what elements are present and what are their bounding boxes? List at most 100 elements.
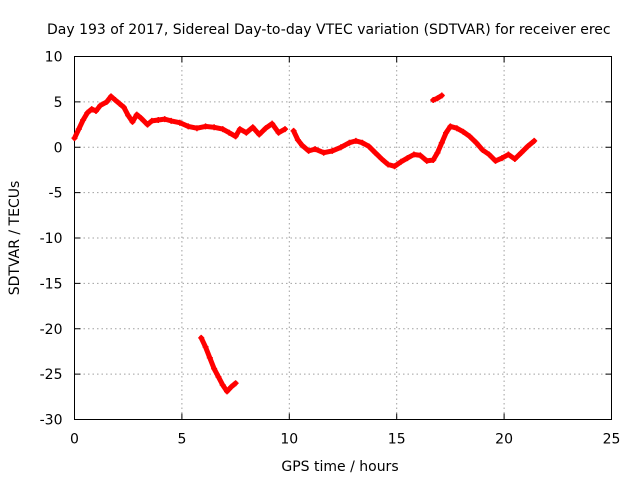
data-point [176, 119, 183, 126]
axis-ticks: 0 5 10 15 20 25 10 5 0 -5 -10 -15 -20 -25 -30 [40, 50, 621, 448]
data-point [198, 334, 205, 341]
data-point [202, 343, 209, 350]
data-point [466, 133, 473, 140]
data-point [438, 139, 445, 146]
data-point [232, 380, 239, 387]
data-point [430, 156, 437, 163]
data-point [423, 157, 430, 164]
data-point [492, 157, 499, 164]
y-tick-label: 0 [54, 140, 63, 156]
data-point [202, 123, 209, 130]
data-point [219, 382, 226, 389]
data-point [211, 365, 218, 372]
data-point [168, 117, 175, 124]
data-point [215, 373, 222, 380]
y-tick-label: 5 [54, 95, 63, 111]
data-point [228, 383, 235, 390]
data-point [97, 102, 104, 109]
x-tick-label: 25 [603, 432, 621, 448]
y-tick-label: -5 [49, 186, 63, 202]
y-tick-label: 10 [45, 50, 63, 66]
y-axis-label: SDTVAR / TECUs [7, 181, 23, 296]
x-tick-label: 20 [495, 432, 513, 448]
data-point [232, 133, 239, 140]
data-point [378, 156, 385, 163]
data-point [518, 149, 525, 156]
data-point [365, 143, 372, 150]
y-tick-label: -30 [40, 413, 63, 429]
data-point [299, 142, 306, 149]
data-point [120, 104, 127, 111]
data-point [346, 139, 353, 146]
data-point [75, 126, 82, 133]
data-point [486, 151, 493, 158]
data-point [460, 128, 467, 135]
data-point [290, 127, 297, 134]
data-point [129, 118, 136, 125]
data-point [453, 125, 460, 132]
data-point [256, 131, 263, 138]
data-point [155, 117, 162, 124]
data-point [434, 95, 441, 102]
data-point [275, 129, 282, 136]
series-line [198, 335, 239, 394]
data-point [185, 123, 192, 130]
series-1 [290, 123, 538, 170]
data-point [329, 147, 336, 154]
data-point [249, 124, 256, 131]
data-point [219, 126, 226, 133]
data-point [320, 149, 327, 156]
data-series [71, 92, 538, 395]
data-point [108, 93, 115, 100]
x-tick-label: 15 [388, 432, 406, 448]
data-point [282, 126, 289, 133]
series-2 [430, 92, 445, 104]
data-point [443, 129, 450, 136]
data-point [206, 354, 213, 361]
data-point [372, 149, 379, 156]
data-point [193, 125, 200, 132]
data-point [410, 151, 417, 158]
data-point [305, 147, 312, 154]
data-point [88, 106, 95, 113]
data-point [531, 137, 538, 144]
data-point [236, 126, 243, 133]
data-point [498, 155, 505, 162]
data-point [511, 156, 518, 163]
data-point [294, 136, 301, 143]
data-point [224, 388, 231, 395]
data-point [262, 125, 269, 132]
chart-title: Day 193 of 2017, Sidereal Day-to-day VTE… [47, 22, 611, 38]
data-point [417, 152, 424, 159]
data-point [133, 111, 140, 118]
data-point [524, 143, 531, 150]
data-point [211, 124, 218, 131]
x-tick-label: 5 [177, 432, 186, 448]
data-point [226, 129, 233, 136]
data-point [505, 151, 512, 158]
data-point [71, 135, 78, 142]
series-0 [71, 93, 289, 142]
data-point [92, 107, 99, 114]
data-point [148, 117, 155, 124]
plot-frame [74, 56, 612, 420]
data-point [116, 100, 123, 107]
data-point [103, 98, 110, 105]
data-point [397, 158, 404, 165]
x-tick-label: 10 [280, 432, 298, 448]
data-point [430, 97, 437, 104]
data-point [385, 161, 392, 168]
data-point [243, 129, 250, 136]
data-point [479, 146, 486, 153]
data-point [391, 163, 398, 170]
data-point [161, 116, 168, 123]
data-point [80, 117, 87, 124]
y-tick-label: -25 [40, 367, 63, 383]
data-point [312, 146, 319, 153]
series-3 [198, 334, 239, 395]
grid [74, 56, 612, 420]
y-tick-label: -10 [40, 231, 63, 247]
y-tick-label: -20 [40, 322, 63, 338]
data-point [84, 109, 91, 116]
